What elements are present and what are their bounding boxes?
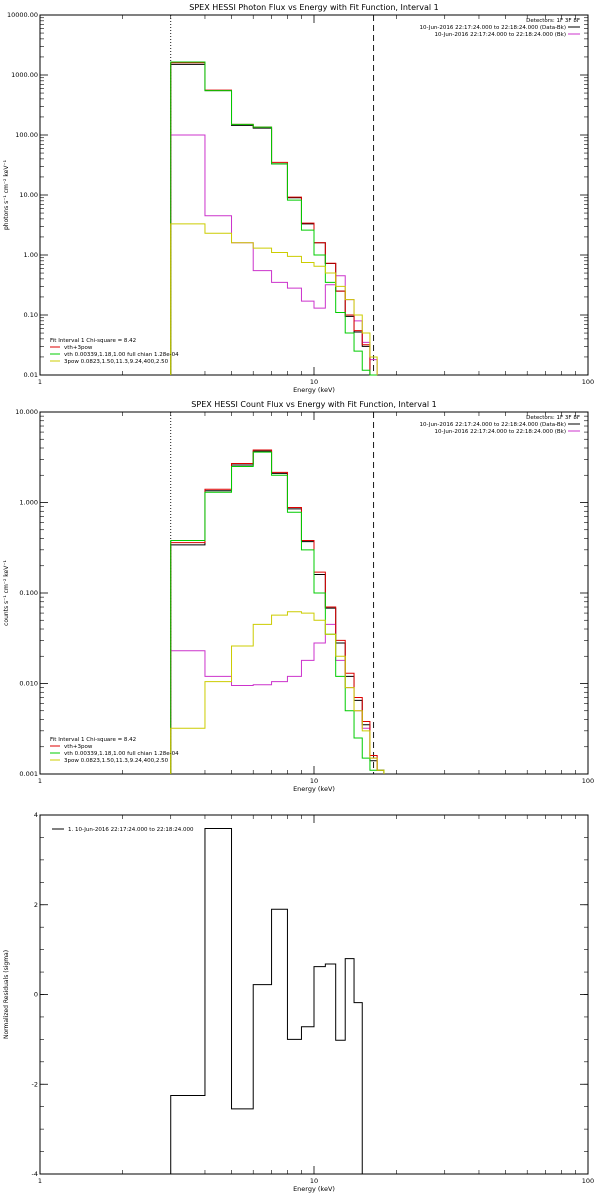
count-panel-xlabel: Energy (keV) [293, 785, 335, 793]
residuals-x-tick-label: 10 [310, 1177, 318, 1185]
photon-fit-legend-entry: vth+3pow [64, 345, 93, 351]
photon-fit-legend-entry: vth 0.00339,1.18,1.00 full chian 1.28e-0… [64, 352, 179, 358]
residuals-panel-xlabel: Energy (keV) [293, 1185, 335, 1193]
count-series-2-histogram [170, 449, 385, 774]
count-legend-entry: 10-Jun-2016 22:17:24.000 to 22:18:24.000… [420, 422, 566, 428]
count-series-3-histogram [170, 451, 385, 774]
count-y-tick-label: 0.001 [19, 770, 38, 778]
residuals-y-tick-label: 0 [34, 991, 38, 999]
count-y-tick-label: 0.100 [19, 589, 38, 597]
count-panel-title: SPEX HESSI Count Flux vs Energy with Fit… [191, 400, 436, 409]
count-y-tick-label: 0.010 [19, 680, 38, 688]
count-fit-legend-entry: 3pow 0.0823,1.50,11.3,9.24,400,2.50 [64, 758, 169, 764]
photon-legend-detectors: Detectors: 1F 3F 8F [526, 18, 580, 24]
photon-legend-entry: 10-Jun-2016 22:17:24.000 to 22:18:24.000… [420, 25, 566, 31]
photon-y-tick-label: 1000.00 [11, 71, 38, 79]
count-series-4-histogram [170, 611, 385, 774]
photon-y-tick-label: 100.00 [15, 131, 38, 139]
residuals-y-tick-label: 2 [34, 901, 38, 909]
photon-legend-fit-header: Fit Interval 1 Chi-square = 8.42 [50, 338, 136, 344]
residuals-series-0-histogram [170, 827, 374, 1175]
residuals-y-tick-label: -2 [32, 1080, 38, 1088]
count-legend-entry: 10-Jun-2016 22:17:24.000 to 22:18:24.000… [434, 429, 566, 435]
residuals-legend-entry: 1. 10-Jun-2016 22:17:24.000 to 22:18:24.… [68, 827, 194, 833]
photon-y-tick-label: 10.00 [19, 191, 38, 199]
photon-series-2-histogram [170, 62, 378, 376]
photon-panel-xlabel: Energy (keV) [293, 386, 335, 394]
residuals-y-tick-label: 4 [34, 811, 38, 819]
photon-x-tick-label: 10 [310, 378, 318, 386]
photon-plot-frame [39, 14, 589, 376]
count-y-tick-label: 10.000 [15, 408, 38, 416]
photon-flux-panel: SPEX HESSI Photon Flux vs Energy with Fi… [3, 3, 594, 394]
count-legend-detectors: Detectors: 1F 3F 8F [526, 415, 580, 421]
count-x-tick-label: 100 [582, 777, 594, 785]
photon-x-tick-label: 100 [582, 378, 594, 386]
count-x-tick-label: 1 [38, 777, 42, 785]
count-series-0-histogram [170, 450, 385, 774]
photon-panel-ylabel: photons s⁻¹ cm⁻² keV⁻¹ [3, 159, 10, 230]
count-series-1-histogram [170, 623, 385, 774]
residuals-y-tick-label: -4 [32, 1170, 38, 1178]
residuals-x-tick-label: 100 [582, 1177, 594, 1185]
count-x-tick-label: 10 [310, 777, 318, 785]
count-flux-panel: SPEX HESSI Count Flux vs Energy with Fit… [3, 400, 594, 793]
count-legend-fit-header: Fit Interval 1 Chi-square = 8.42 [50, 737, 136, 743]
photon-series-0-histogram [170, 63, 378, 376]
photon-series-4-histogram [170, 223, 378, 375]
count-y-tick-label: 1.000 [19, 499, 38, 507]
photon-fit-legend-entry: 3pow 0.0823,1.50,11.3,9.24,400,2.50 [64, 359, 169, 365]
count-panel-ylabel: counts s⁻¹ cm⁻² keV⁻¹ [3, 560, 10, 626]
photon-legend-entry: 10-Jun-2016 22:17:24.000 to 22:18:24.000… [434, 32, 566, 38]
photon-series-1-histogram [170, 134, 378, 375]
photon-series-3-histogram [170, 61, 378, 376]
count-fit-legend-entry: vth 0.00339,1.18,1.00 full chian 1.28e-0… [64, 751, 179, 757]
photon-y-tick-label: 0.10 [24, 311, 38, 319]
residuals-panel-ylabel: Normalized Residuals (sigma) [3, 950, 10, 1039]
photon-y-tick-label: 10000.00 [7, 11, 38, 19]
photon-x-tick-label: 1 [38, 378, 42, 386]
count-fit-legend-entry: vth+3pow [64, 744, 93, 750]
residuals-x-tick-label: 1 [38, 1177, 42, 1185]
photon-panel-title: SPEX HESSI Photon Flux vs Energy with Fi… [189, 3, 439, 12]
residuals-panel: Energy (keV) Normalized Residuals (sigma… [3, 811, 594, 1193]
photon-y-tick-label: 0.01 [24, 371, 38, 379]
photon-y-tick-label: 1.00 [24, 251, 38, 259]
